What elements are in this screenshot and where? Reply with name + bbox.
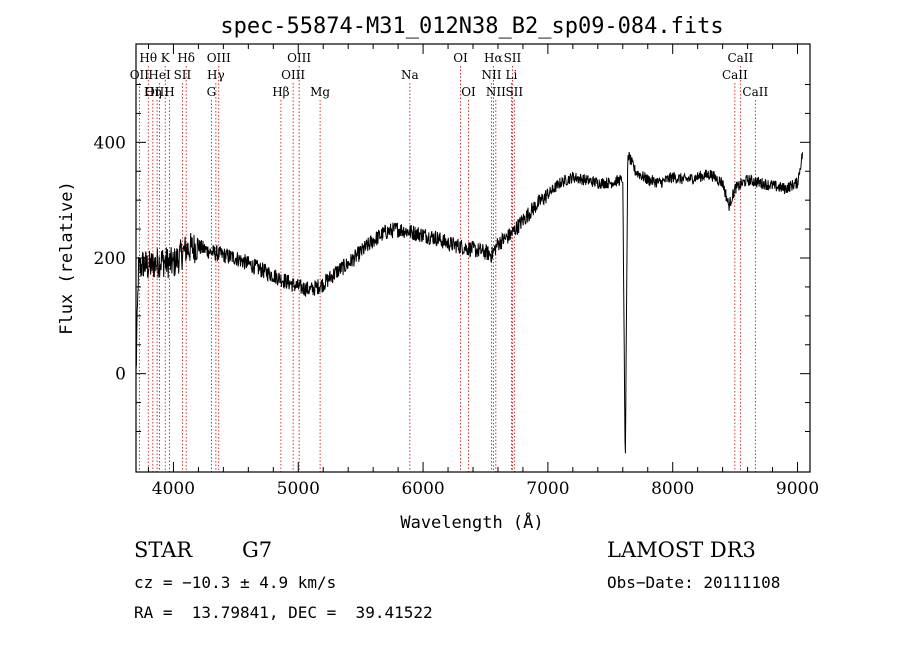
line-marker-label: Hη <box>144 85 162 99</box>
object-class: STAR <box>134 538 193 562</box>
x-tick-label: 9000 <box>776 479 819 499</box>
line-marker-label: OI <box>453 51 468 65</box>
line-marker-label: OI <box>461 85 476 99</box>
line-marker-label: Na <box>401 68 419 82</box>
redshift-velocity: cz = −10.3 ± 4.9 km/s <box>134 573 337 592</box>
object-subclass: G7 <box>242 538 273 562</box>
axis-ticks: 4000 5000 6000 7000 8000 9000 0 200 400 <box>94 44 819 499</box>
line-marker-label: Hβ <box>272 85 289 99</box>
x-tick-label: 4000 <box>152 479 195 499</box>
line-marker-label: OIII <box>287 51 311 65</box>
x-tick-label: 5000 <box>277 479 320 499</box>
line-marker-label: CaII <box>742 85 768 99</box>
line-marker-label: Mg <box>310 85 330 99</box>
line-marker-label: H <box>164 85 174 99</box>
spectrum-chart: spec-55874-M31_012N38_B2_sp09-084.fits H… <box>57 14 819 533</box>
survey-name: LAMOST DR3 <box>607 538 756 562</box>
line-marker-label: SII <box>505 85 523 99</box>
y-tick-label: 400 <box>94 133 126 153</box>
line-marker-label: OIII <box>281 68 305 82</box>
line-marker-label: HeI <box>148 68 171 82</box>
line-marker-label: SII <box>174 68 192 82</box>
spectrum-series <box>135 151 803 454</box>
line-marker-label: SII <box>504 51 522 65</box>
ra-dec-coordinates: RA = 13.79841, DEC = 39.41522 <box>134 603 433 622</box>
line-marker-label: G <box>207 85 217 99</box>
x-tick-label: 8000 <box>651 479 694 499</box>
x-tick-label: 7000 <box>526 479 569 499</box>
x-axis-label: Wavelength (Å) <box>400 511 543 533</box>
line-marker-label: OII <box>130 68 150 82</box>
line-marker-label: Hα <box>484 51 503 65</box>
line-marker-label: NII <box>486 85 506 99</box>
line-marker-label: Li <box>506 68 518 82</box>
line-marker-label: CaII <box>722 68 748 82</box>
line-marker-label: Hθ <box>139 51 157 65</box>
line-marker-label: NII <box>481 68 501 82</box>
x-tick-label: 6000 <box>401 479 444 499</box>
y-tick-label: 0 <box>115 365 126 385</box>
y-tick-label: 200 <box>94 249 126 269</box>
line-marker-label: Hγ <box>207 68 225 82</box>
line-marker-label: OIII <box>145 85 169 99</box>
line-marker-label: CaII <box>727 51 753 65</box>
line-marker-label: Hδ <box>177 51 195 65</box>
y-axis-label: Flux (relative) <box>57 181 77 335</box>
line-marker-label: K <box>161 51 171 65</box>
chart-title: spec-55874-M31_012N38_B2_sp09-084.fits <box>220 14 723 39</box>
observation-date: Obs−Date: 20111108 <box>607 573 781 592</box>
line-marker-label: OIII <box>207 51 231 65</box>
